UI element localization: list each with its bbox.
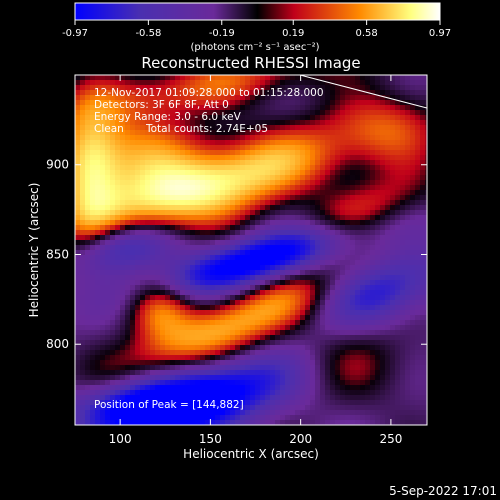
colorbar-tick-label: 0.97 xyxy=(429,28,451,39)
total-counts-text: Total counts: 2.74E+05 xyxy=(145,123,268,135)
time-range-text: 12-Nov-2017 01:09:28.000 to 01:15:28.000 xyxy=(94,87,324,99)
axis-ticks: 100 150 200 250 800 850 900 xyxy=(46,75,427,446)
colorbar xyxy=(74,2,441,21)
heatmap-image xyxy=(75,75,427,425)
limb-line xyxy=(299,75,427,109)
x-tick-label: 200 xyxy=(289,432,312,446)
y-tick-label: 850 xyxy=(46,247,69,261)
colorbar-tick-label: 0.58 xyxy=(355,28,377,39)
plot-frame xyxy=(74,74,428,426)
x-axis-label: Heliocentric X (arcsec) xyxy=(183,447,319,461)
energy-range-text: Energy Range: 3.0 - 6.0 keV xyxy=(94,111,242,123)
colorbar-tick-label: 0.19 xyxy=(282,28,304,39)
colorbar-ticks: -0.97 -0.58 -0.19 0.19 0.58 0.97 xyxy=(62,20,451,39)
y-tick-label: 900 xyxy=(46,158,69,172)
peak-position-text: Position of Peak = [144,882] xyxy=(94,399,244,411)
chart-title: Reconstructed RHESSI Image xyxy=(141,54,360,72)
colorbar-tick-label: -0.58 xyxy=(135,28,161,39)
footer-date: 5-Sep-2022 17:01 xyxy=(389,484,497,498)
y-tick-label: 800 xyxy=(46,337,69,351)
colorbar-tick-label: -0.97 xyxy=(62,28,88,39)
x-tick-label: 250 xyxy=(379,432,402,446)
colorbar-tick-label: -0.19 xyxy=(209,28,235,39)
colorbar-unit: (photons cm⁻² s⁻¹ asec⁻²) xyxy=(190,42,319,53)
x-tick-label: 150 xyxy=(199,432,222,446)
y-axis-label: Heliocentric Y (arcsec) xyxy=(27,183,41,318)
x-tick-label: 100 xyxy=(109,432,132,446)
detectors-text: Detectors: 3F 6F 8F, Att 0 xyxy=(94,99,229,111)
method-text: Clean xyxy=(94,123,124,135)
